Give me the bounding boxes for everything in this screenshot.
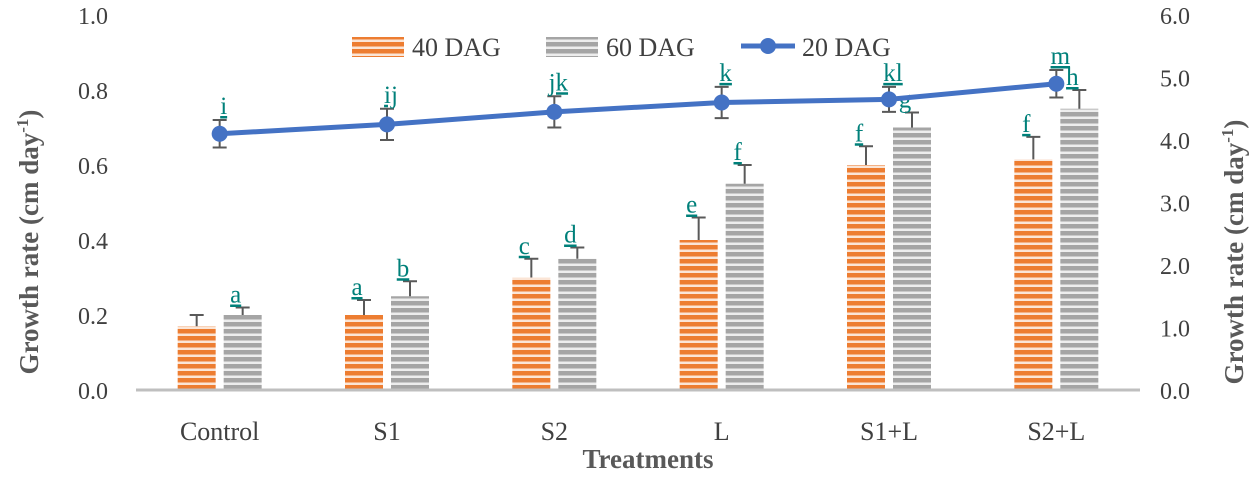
y-right-tick-label: 4.0 <box>1160 129 1190 155</box>
point-20dag <box>546 103 563 120</box>
line-20dag <box>219 81 1057 137</box>
y-left-tick-label: 0.6 <box>78 154 108 180</box>
significance-label: a <box>230 282 241 309</box>
plot-area: 0.0 0.2 0.4 0.6 0.8 1.0 0.0 1.0 2.0 3.0 4.0 5.0 6.0 C… <box>78 4 1190 446</box>
significance-label: b <box>397 255 410 282</box>
legend-swatch-40dag <box>352 37 404 57</box>
x-tick-label: S1+L <box>860 417 918 446</box>
significance-label: jk <box>548 69 569 96</box>
y-left-tick-label: 0.0 <box>78 379 108 405</box>
significance-label: e <box>686 192 697 219</box>
point-20dag <box>211 125 228 142</box>
x-axis-title: Treatments <box>583 444 714 474</box>
bar-60dag <box>1060 108 1099 390</box>
y-right-tick-label: 6.0 <box>1160 4 1190 30</box>
y-left-tick-label: 1.0 <box>78 4 108 30</box>
point-20dag <box>713 94 730 111</box>
bar-40dag <box>679 240 718 390</box>
significance-label: f <box>734 139 743 166</box>
bar-60dag <box>893 127 931 390</box>
significance-label: a <box>351 274 362 301</box>
bar-60dag <box>223 315 262 390</box>
x-tick-label: Control <box>180 417 259 446</box>
legend-label-20dag: 20 DAG <box>802 33 891 62</box>
x-tick-label: S1 <box>373 417 400 446</box>
legend-marker-20dag <box>760 38 776 54</box>
y-right-tick-label: 0.0 <box>1160 379 1190 405</box>
significance-label: d <box>564 222 577 249</box>
legend-swatch-60dag <box>546 37 598 57</box>
significance-label: ij <box>384 82 398 109</box>
y-left-tick-label: 0.8 <box>78 79 108 105</box>
significance-label: f <box>855 120 864 147</box>
bar-60dag <box>558 258 597 390</box>
y-left-tick-label: 0.2 <box>78 304 108 330</box>
y-right-tick-label: 1.0 <box>1160 317 1190 343</box>
y-left-tick-label: 0.4 <box>78 229 108 255</box>
y-axis-right-title: Growth rate (cm day-1) <box>1218 120 1249 385</box>
x-tick-label: L <box>714 417 730 446</box>
bar-60dag <box>725 183 764 390</box>
point-20dag <box>379 116 395 133</box>
bar-40dag <box>512 277 551 390</box>
bar-40dag <box>177 326 216 390</box>
significance-label: h <box>1066 64 1079 91</box>
point-20dag <box>1048 75 1065 92</box>
significance-label: m <box>1051 43 1071 70</box>
significance-label: i <box>220 93 227 120</box>
y-axis-left-title: Growth rate (cm day-1) <box>13 110 44 375</box>
significance-label: c <box>519 233 530 260</box>
bar-40dag <box>847 165 885 390</box>
legend-label-60dag: 60 DAG <box>606 33 695 62</box>
bar-40dag <box>1014 159 1053 390</box>
y-right-tick-label: 2.0 <box>1160 254 1190 280</box>
y-right-tick-label: 5.0 <box>1160 67 1190 93</box>
bar-40dag <box>345 315 383 390</box>
significance-label: k <box>719 60 732 87</box>
y-right-tick-label: 3.0 <box>1160 192 1190 218</box>
significance-label: f <box>1022 111 1031 138</box>
legend: 40 DAG 60 DAG 20 DAG <box>352 33 891 62</box>
legend-label-40dag: 40 DAG <box>412 33 501 62</box>
point-20dag <box>881 91 897 108</box>
x-tick-label: S2 <box>541 417 568 446</box>
significance-label: kl <box>883 60 903 87</box>
x-tick-label: S2+L <box>1027 417 1085 446</box>
bar-60dag <box>391 296 429 390</box>
